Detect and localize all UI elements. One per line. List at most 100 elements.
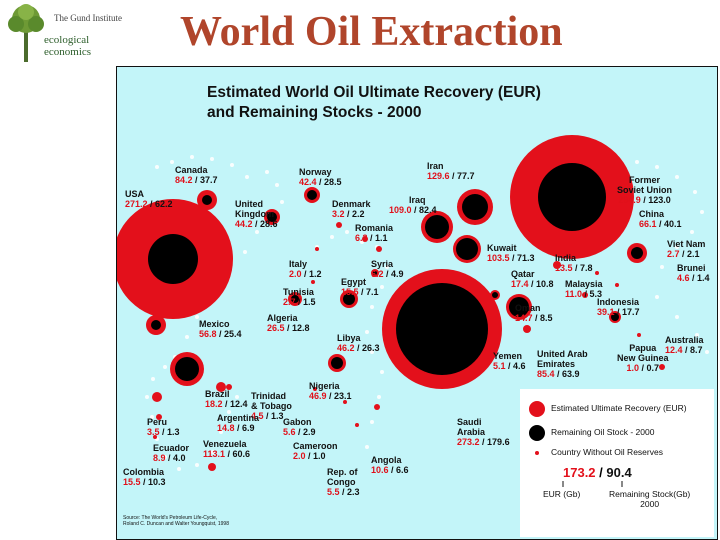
label-india: India 13.5 / 7.8 — [555, 253, 593, 273]
label-ecuador: Ecuador 8.9 / 4.0 — [153, 443, 190, 463]
label-colombia: Colombia 15.5 / 10.3 — [123, 467, 166, 487]
legend-eur-label: Estimated Ultimate Recovery (EUR) — [551, 403, 687, 413]
bubble-kuwait-stock — [456, 238, 478, 260]
bubble-uae-stock — [509, 297, 529, 317]
bubble-australia-eur — [659, 364, 665, 370]
bubble-papua-eur — [637, 333, 641, 337]
legend-no-reserve-label: Country Without Oil Reserves — [551, 447, 663, 457]
label-usa: USA 271.2 / 62.2 — [125, 189, 173, 209]
bubble-china-stock — [631, 247, 643, 259]
bubble-brunei-eur — [615, 283, 619, 287]
label-australia: Australia 12.4 / 8.7 — [665, 335, 704, 355]
legend-stock-label: Remaining Oil Stock - 2000 — [551, 427, 655, 437]
bubble-gabon-eur — [313, 387, 317, 391]
label-oman: Oman 14.7 / 8.5 — [515, 303, 553, 323]
institute-logo: The Gund Institute ecological economics — [4, 2, 122, 64]
label-romania: Romania 6.3 / 1.1 — [355, 223, 394, 243]
label-china: China 66.1 / 40.1 — [639, 209, 682, 229]
bubble-uk-stock — [267, 212, 277, 222]
label-papua: Papua New Guinea 1.0 / 0.7 — [617, 343, 669, 373]
bubble-india-eur — [553, 261, 561, 269]
label-venezuela: Venezuela 113.1 / 60.6 — [203, 439, 251, 459]
label-fsu: Former Soviet Union 294.9 / 123.0 — [617, 175, 673, 205]
label-italy: Italy 2.0 / 1.2 — [289, 259, 322, 279]
label-algeria: Algeria 26.5 / 12.8 — [267, 313, 310, 333]
label-uk: United Kingdom 44.2 / 28.6 — [235, 199, 278, 229]
label-iran: Iran 129.6 / 77.7 — [427, 161, 475, 181]
bubble-tunisia-eur — [311, 280, 315, 284]
bubble-colombia-eur — [152, 392, 162, 402]
bubble-iran-stock — [462, 194, 488, 220]
bubble-congo-eur — [355, 423, 359, 427]
label-gabon: Gabon 5.6 / 2.9 — [283, 417, 316, 437]
bubble-nigeria-stock — [331, 357, 343, 369]
bubble-angola-eur — [374, 404, 380, 410]
label-norway: Norway 42.4 / 28.5 — [299, 167, 342, 187]
source-note: Source: The World's Petroleum Life-Cycle… — [123, 515, 229, 527]
bubble-iraq-stock — [425, 215, 449, 239]
label-brazil: Brazil 18.2 / 12.4 — [205, 389, 248, 409]
logo-line-2: economics — [44, 46, 92, 58]
bubble-usa-stock — [148, 234, 198, 284]
legend-axis-rem: Remaining Stock(Gb) 2000 — [609, 489, 691, 509]
bubble-indonesia-stock — [611, 313, 619, 321]
slide-title: World Oil Extraction — [180, 9, 563, 55]
oil-map-panel: Estimated World Oil Ultimate Recovery (E… — [116, 66, 718, 540]
bubble-algeria-stock — [291, 295, 299, 303]
bubble-fsu-stock — [538, 163, 606, 231]
label-argentina: Argentina 14.8 / 6.9 — [217, 413, 260, 433]
label-iraq: Iraq 109.0 / 82.4 — [389, 195, 437, 215]
map-graphic — [117, 135, 714, 537]
logo-line-1: ecological — [44, 34, 90, 46]
label-congo: Rep. of Congo 5.5 / 2.3 — [327, 467, 360, 497]
label-trinidad: Trinidad & Tobago 4.5 / 1.3 — [251, 391, 292, 421]
bubble-mexico-stock — [151, 320, 161, 330]
legend-example-eur: 173.2 — [563, 465, 596, 480]
bubble-venezuela-stock — [175, 357, 199, 381]
bubble-qatar-stock — [492, 292, 498, 298]
label-brunei: Brunei 4.6 / 1.4 — [677, 263, 710, 283]
label-angola: Angola 10.6 / 6.6 — [371, 455, 409, 475]
bubble-brazil-eur — [216, 382, 226, 392]
bubble-peru-eur — [153, 435, 157, 439]
legend-box — [520, 389, 714, 537]
label-peru: Peru 3.5 / 1.3 — [147, 417, 180, 437]
bubble-italy-eur — [315, 247, 319, 251]
label-tunisia: Tunisia 2.7 / 1.5 — [283, 287, 316, 307]
label-malaysia: Malaysia 11.0 / 5.3 — [565, 279, 603, 299]
bubble-yemen-eur — [487, 355, 491, 359]
bubble-saudi-stock — [396, 283, 488, 375]
panel-title: Estimated World Oil Ultimate Recovery (E… — [207, 84, 541, 121]
bubble-libya-stock — [343, 293, 355, 305]
legend-example: 173.2 / 90.4 — [563, 465, 632, 480]
bubble-egypt-stock — [373, 271, 377, 275]
label-yemen: Yemen 5.1 / 4.6 — [493, 351, 526, 371]
bubble-norway-stock — [307, 190, 317, 200]
tree-logo-icon — [8, 4, 44, 62]
bubble-argentina-eur — [208, 463, 216, 471]
label-qatar: Qatar 17.4 / 10.8 — [511, 269, 554, 289]
bubble-canada-stock — [202, 195, 212, 205]
label-nigeria: Nigeria 46.9 / 23.1 — [309, 381, 352, 401]
label-saudi: Saudi Arabia 273.2 / 179.6 — [457, 417, 510, 447]
legend-no-reserve-swatch — [535, 451, 539, 455]
label-cameroon: Cameroon 2.0 / 1.0 — [293, 441, 338, 461]
legend-axis-eur: EUR (Gb) — [543, 489, 581, 499]
label-mexico: Mexico 56.8 / 25.4 — [199, 319, 242, 339]
label-uae: United Arab Emirates 85.4 / 63.9 — [537, 349, 588, 379]
label-syria: Syria 6.2 / 4.9 — [371, 259, 404, 279]
bubble-romania-eur — [362, 236, 368, 242]
bubble-syria-eur — [376, 246, 382, 252]
label-indonesia: Indonesia 39.1 / 17.7 — [597, 297, 640, 317]
bubble-oman-eur — [523, 325, 531, 333]
label-canada: Canada 84.2 / 37.7 — [175, 165, 218, 185]
label-vietnam: Viet Nam 2.7 / 2.1 — [667, 239, 706, 259]
label-egypt: Egypt 15.5 / 7.1 — [341, 277, 379, 297]
legend-stock-swatch — [529, 425, 545, 441]
bubble-vietnam-eur — [595, 271, 599, 275]
legend-eur-swatch — [529, 401, 545, 417]
legend-example-rem: 90.4 — [606, 465, 632, 480]
bubble-ecuador-eur — [156, 414, 162, 420]
label-kuwait: Kuwait 103.5 / 71.3 — [487, 243, 535, 263]
bubble-cameroon-eur — [343, 400, 347, 404]
